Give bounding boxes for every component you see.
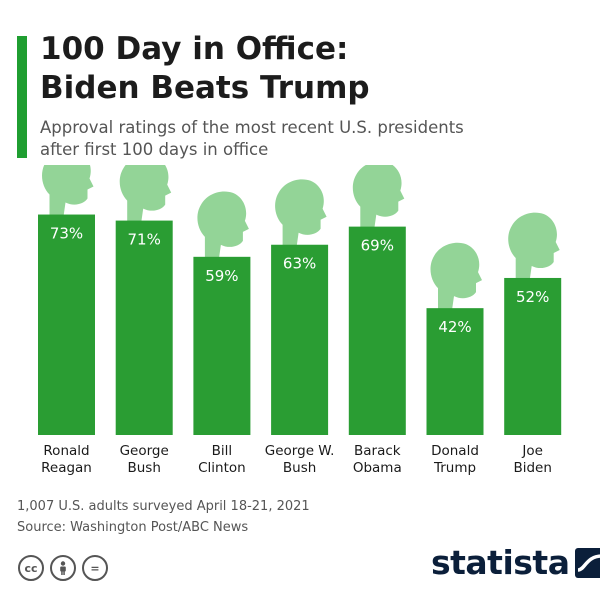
bar xyxy=(193,256,251,435)
head-icon xyxy=(42,165,94,217)
head-icon xyxy=(119,165,172,223)
statista-logo[interactable]: statista xyxy=(431,543,600,582)
bar xyxy=(504,277,562,435)
source-note: Source: Washington Post/ABC News xyxy=(17,520,249,535)
category-label: George W. xyxy=(265,443,335,459)
subtitle-line-1: Approval ratings of the most recent U.S.… xyxy=(40,118,464,137)
bar-value-label: 59% xyxy=(205,267,238,285)
head-icon xyxy=(197,191,249,259)
bar xyxy=(115,220,173,435)
bar xyxy=(348,226,406,435)
bar xyxy=(271,244,329,435)
license-icons: cc = xyxy=(18,555,108,581)
accent-bar xyxy=(17,36,27,158)
category-label: George xyxy=(120,443,169,459)
category-label: Obama xyxy=(353,460,402,476)
category-label: Biden xyxy=(513,460,551,476)
bar-value-label: 63% xyxy=(283,255,316,273)
category-label: Reagan xyxy=(41,460,92,476)
bar-value-label: 42% xyxy=(438,318,471,336)
category-label: Bush xyxy=(283,460,316,476)
category-label: Bush xyxy=(127,460,160,476)
category-label: Trump xyxy=(433,460,476,476)
bar-value-label: 71% xyxy=(128,231,161,249)
survey-note: 1,007 U.S. adults surveyed April 18-21, … xyxy=(17,499,310,514)
cc-icon[interactable]: cc xyxy=(18,555,44,581)
bar-chart: 73%RonaldReagan71%GeorgeBush59%BillClint… xyxy=(38,165,562,476)
footnote: 1,007 U.S. adults surveyed April 18-21, … xyxy=(17,496,310,538)
category-label: Joe xyxy=(521,443,543,459)
head-icon xyxy=(352,165,405,229)
person-icon[interactable] xyxy=(50,555,76,581)
statista-mark-icon xyxy=(575,547,600,578)
category-label: Donald xyxy=(431,443,479,459)
bar xyxy=(38,214,95,435)
category-label: Barack xyxy=(354,443,401,459)
bar xyxy=(426,308,484,435)
title-line-2: Biden Beats Trump xyxy=(40,70,370,106)
chart-subtitle: Approval ratings of the most recent U.S.… xyxy=(40,117,580,161)
head-icon xyxy=(275,179,327,247)
bar-value-label: 69% xyxy=(361,237,394,255)
bar-value-label: 52% xyxy=(516,288,549,306)
category-label: Ronald xyxy=(43,443,89,459)
category-label: Bill xyxy=(212,443,233,459)
bar-value-label: 73% xyxy=(50,225,83,243)
chart-title: 100 Day in Office: Biden Beats Trump xyxy=(40,30,370,108)
subtitle-line-2: after first 100 days in office xyxy=(40,140,269,159)
brand-name: statista xyxy=(431,543,570,582)
category-label: Clinton xyxy=(198,460,246,476)
head-icon xyxy=(508,212,560,280)
equals-icon[interactable]: = xyxy=(82,555,108,581)
head-icon xyxy=(430,242,482,311)
title-line-1: 100 Day in Office: xyxy=(40,31,349,67)
